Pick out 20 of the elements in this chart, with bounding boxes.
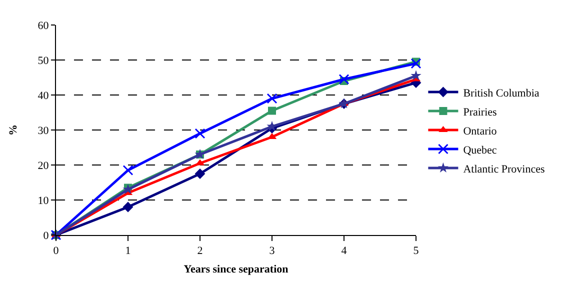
legend-label: Prairies xyxy=(463,106,497,118)
y-tick-label: 20 xyxy=(38,160,50,172)
x-tick-label: 1 xyxy=(125,245,131,258)
y-tick-label: 60 xyxy=(38,20,50,32)
y-tick-label: 10 xyxy=(38,194,50,207)
y-axis-title: % xyxy=(7,124,20,136)
y-tick-label: 50 xyxy=(38,54,50,67)
legend-label: Ontario xyxy=(463,125,498,138)
y-tick-label: 0 xyxy=(43,230,50,242)
legend-label: Atlantic Provinces xyxy=(463,163,545,176)
x-tick-label: 2 xyxy=(197,245,203,258)
x-axis-title: Years since separation xyxy=(184,263,288,276)
x-tick-label: 5 xyxy=(413,245,420,258)
y-tick-label: 30 xyxy=(38,124,50,137)
x-tick-label: 0 xyxy=(53,245,60,258)
legend-label: British Columbia xyxy=(463,87,540,100)
y-tick-label: 40 xyxy=(38,90,50,102)
x-tick-label: 4 xyxy=(341,245,348,258)
x-tick-label: 3 xyxy=(269,245,276,258)
legend-label: Quebec xyxy=(463,144,497,156)
